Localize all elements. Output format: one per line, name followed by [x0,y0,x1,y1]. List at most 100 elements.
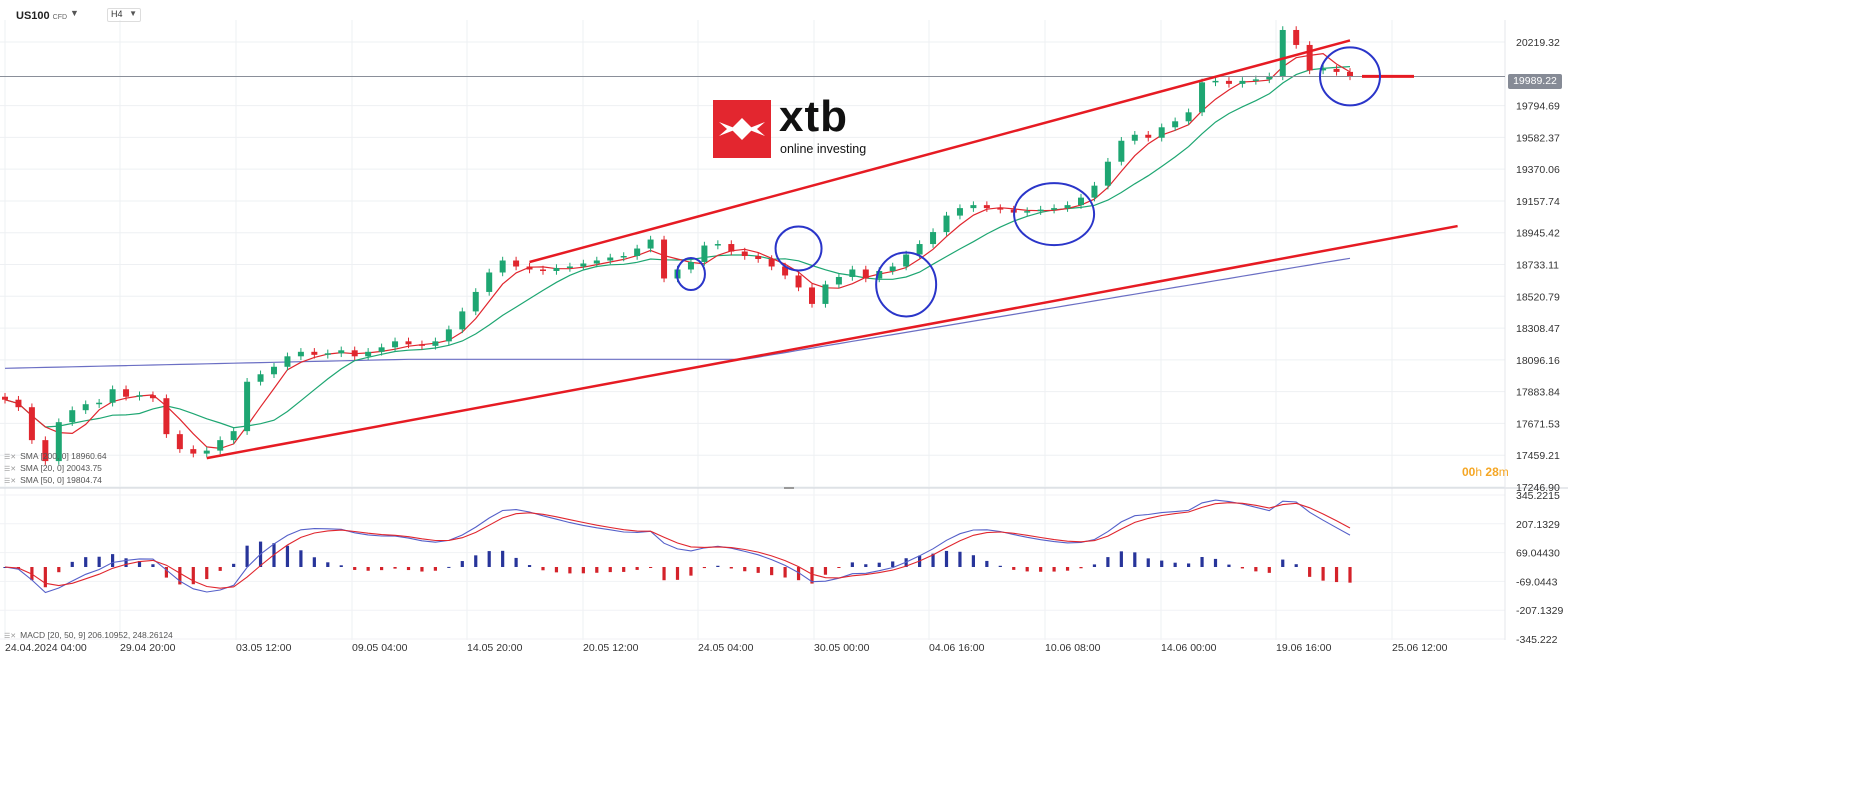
macd-histogram-bar [460,561,464,567]
macd-histogram-bar [877,562,881,567]
x-tick-label: 25.06 12:00 [1392,642,1448,654]
candle-body [1212,80,1219,83]
macd-histogram-bar [729,567,733,569]
macd-histogram-bar [151,564,155,567]
macd-histogram-bar [541,567,545,571]
candle-body [540,269,546,271]
candle-body [687,262,694,270]
legend-macd[interactable]: ☰✕ MACD [20, 50, 9] 206.10952, 248.26124 [4,630,173,640]
macd-histogram-bar [756,567,760,573]
macd-histogram-bar [568,567,572,574]
indicator-settings-icon[interactable]: ☰✕ [4,466,17,473]
candle-body [378,347,385,352]
chevron-down-icon: ▼ [129,9,137,18]
macd-histogram-bar [1160,560,1164,567]
candle-body [28,407,35,441]
macd-histogram-bar [1106,557,1110,567]
macd-histogram-bar [111,554,115,567]
x-tick-label: 14.05 20:00 [467,642,523,654]
macd-histogram-bar [420,567,424,572]
x-tick-label: 04.06 16:00 [929,642,985,654]
macd-histogram-bar [501,550,505,567]
candle-body [392,341,399,348]
legend-sma200[interactable]: ☰✕ SMA [200, 0] 18960.64 [4,451,107,461]
sma200-line [4,257,1351,369]
indicator-settings-icon[interactable]: ☰✕ [4,478,17,485]
candle-body [324,353,331,355]
candle-body [943,215,950,233]
highlight-circle [1013,182,1096,247]
macd-histogram-bar [393,567,397,569]
candle-body [956,208,963,216]
macd-histogram-bar [353,567,357,570]
candle-body [607,257,614,261]
x-tick-label: 29.04 20:00 [120,642,176,654]
candle-body [459,311,466,330]
candle-body [593,260,600,264]
candle-body [257,374,264,382]
candle-body [983,205,990,209]
candle-body [163,398,170,435]
candle-body [69,410,76,423]
candle-body [513,260,520,267]
candle-body [661,239,668,279]
macd-histogram-bar [1079,567,1083,569]
indicator-settings-icon[interactable]: ☰✕ [4,633,17,640]
macd-histogram-bar [675,567,680,580]
symbol-selector[interactable]: US100 CFD [16,10,67,22]
candle-body [190,449,197,454]
macd-y-tick-label: 69.04430 [1516,548,1560,560]
candle-body [580,263,587,267]
symbol-dropdown-icon[interactable]: ▼ [70,8,79,18]
chart-canvas[interactable]: 20219.32 19794.69 19582.37 19370.06 19157.74… [0,0,1568,656]
macd-histogram-bar [837,567,841,568]
legend-sma50[interactable]: ☰✕ SMA [50, 0] 19804.74 [4,475,102,485]
macd-histogram-bar [137,561,142,567]
y-tick-label: 18733.11 [1516,260,1559,272]
macd-histogram-bar [662,567,666,581]
macd-histogram-bar [124,558,128,567]
candle-body [1333,68,1340,72]
symbol-name: US100 [16,10,50,22]
candle-body [1037,209,1044,212]
legend-sma20[interactable]: ☰✕ SMA [20, 0] 20043.75 [4,463,102,473]
indicator-settings-icon[interactable]: ☰✕ [4,454,17,461]
candle-body [244,381,251,432]
macd-histogram-bar [783,567,787,578]
macd-histogram-bar [864,564,868,567]
candle-body [297,351,304,357]
macd-histogram-bar [1308,567,1312,577]
macd-histogram-bar [971,555,975,567]
candle-body [782,266,789,276]
macd-histogram-bar [1227,564,1231,567]
macd-histogram-bar [622,567,626,572]
macd-histogram-bar [447,566,451,568]
x-tick-label: 20.05 12:00 [583,642,639,654]
candle-body [1078,197,1084,206]
candle-body [1064,205,1071,209]
candle-body [1306,44,1313,71]
macd-histogram-bar [97,556,101,567]
channel-support-trendline [206,224,1458,460]
x-tick-label: 14.06 00:00 [1161,642,1217,654]
candle-body [728,244,735,252]
y-tick-label: 17246.90 [1516,482,1560,494]
candle-countdown: 00h 28m [1462,465,1509,479]
candle-body [768,259,775,267]
x-tick-label: 19.06 16:00 [1276,642,1332,654]
x-tick-label: 09.05 04:00 [352,642,408,654]
xtb-logo-mark [713,100,771,158]
macd-histogram-bar [796,567,801,581]
macd-y-tick-label: -345.222 [1516,634,1558,646]
candle-body [647,239,654,249]
macd-histogram-bar [1187,563,1191,567]
y-tick-label: 17671.53 [1516,418,1560,430]
timeframe-select[interactable]: H4 ▼ [107,8,141,22]
macd-y-tick-label: -207.1329 [1516,605,1563,617]
candle-body [970,205,977,209]
sma50-line [4,66,1351,429]
candle-body [418,344,425,346]
candle-body [1118,140,1125,162]
macd-histogram-bar [1052,567,1056,572]
macd-histogram-bar [931,553,935,567]
